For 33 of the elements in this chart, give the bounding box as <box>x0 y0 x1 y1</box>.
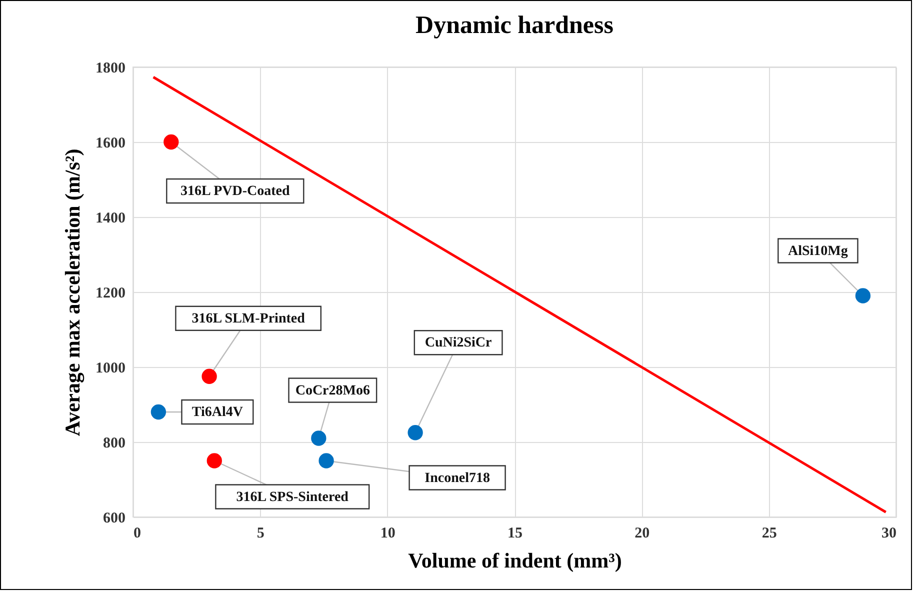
x-tick-label: 25 <box>762 526 777 542</box>
point <box>206 453 222 468</box>
point <box>311 430 326 446</box>
point <box>408 425 423 440</box>
annotation: CoCr28Mo6 <box>295 383 370 398</box>
annotation: Ti6Al4V <box>192 405 243 420</box>
y-tick-label: 600 <box>103 510 126 526</box>
y-tick-label: 1200 <box>96 286 126 302</box>
x-tick-label: 30 <box>882 526 896 542</box>
annotation: CuNi2SiCr <box>424 336 492 351</box>
y-axis-title: Average max acceleration (m/s²) <box>60 148 84 436</box>
x-tick-label: 0 <box>134 526 141 542</box>
y-tick-label: 1600 <box>96 136 126 152</box>
y-tick-label: 1000 <box>96 360 126 376</box>
x-tick-label: 10 <box>380 526 396 542</box>
annotation: 316L SLM-Printed <box>192 311 306 326</box>
annotation: 316L SPS-Sintered <box>236 490 349 505</box>
y-tick-label: 800 <box>103 436 126 452</box>
annotation: Inconel718 <box>424 470 490 486</box>
x-tick-label: 15 <box>508 526 522 542</box>
y-tick-label: 1800 <box>96 60 126 76</box>
y-tick-label: 1400 <box>96 210 126 226</box>
point <box>164 134 179 150</box>
chart-title: Dynamic hardness <box>416 12 614 39</box>
x-tick-label: 5 <box>256 526 264 542</box>
point <box>855 288 871 304</box>
point <box>318 453 334 468</box>
x-tick-label: 20 <box>634 526 650 542</box>
point <box>150 404 166 420</box>
x-axis-title: Volume of indent (mm³) <box>408 548 622 572</box>
annotation: 316L PVD-Coated <box>180 184 290 199</box>
point <box>202 368 217 384</box>
annotation: AlSi10Mg <box>788 244 848 259</box>
